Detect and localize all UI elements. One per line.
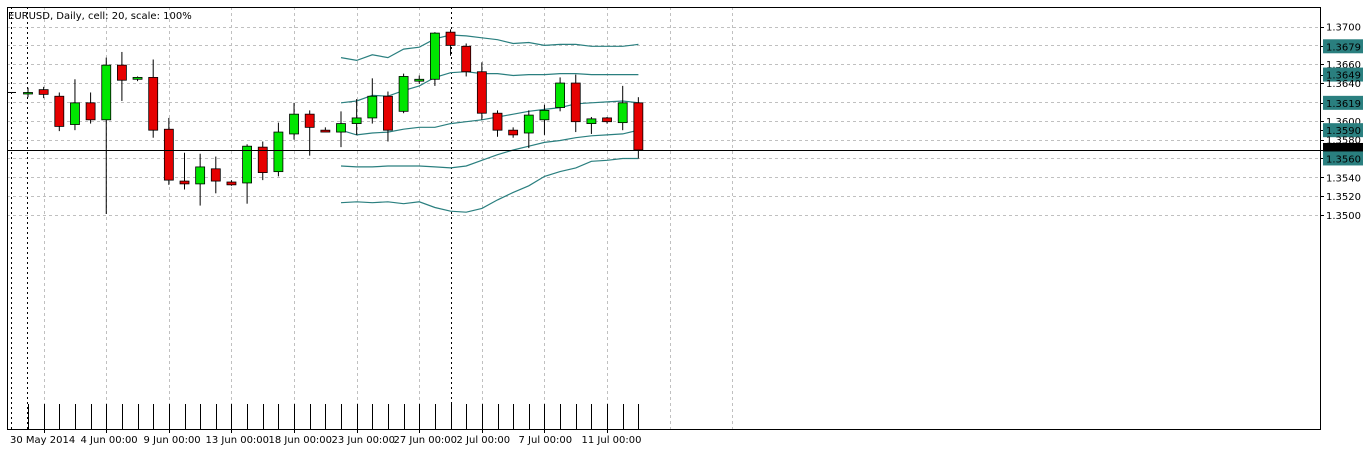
bear-candle-body — [179, 180, 190, 185]
bear-candle-body — [54, 95, 65, 127]
bull-candle-body — [617, 102, 628, 124]
bear-candle-body — [257, 146, 268, 173]
plot-border — [7, 7, 1321, 430]
bear-candle-body — [445, 31, 456, 46]
y-axis-label: 1.3600 — [1326, 117, 1361, 128]
band-price-tag — [1323, 67, 1363, 82]
bear-candle-body — [304, 113, 315, 128]
chart-title: EURUSD, Daily, cell: 20, scale: 100% — [8, 11, 192, 22]
bull-candle-body — [336, 123, 346, 133]
bear-candle-body — [383, 95, 393, 131]
y-axis-label: 1.3700 — [1326, 23, 1361, 34]
x-axis-label: 4 Jun 00:00 — [81, 435, 138, 446]
bull-candle-body — [242, 145, 253, 184]
band-line-upper-inner — [340, 71, 639, 104]
bear-candle-body — [85, 102, 96, 121]
bull-candle-body — [367, 95, 378, 119]
x-axis-label: 11 Jul 00:00 — [582, 435, 642, 446]
y-axis-label: 1.3640 — [1326, 79, 1361, 90]
bull-candle-body — [195, 166, 206, 185]
candlesticks — [7, 29, 1320, 215]
bear-candle-body — [148, 76, 159, 131]
y-axis-label: 1.3500 — [1326, 211, 1361, 222]
bear-candle-body — [602, 117, 612, 123]
bull-candle-body — [351, 117, 362, 124]
y-axis-label: 1.3590 — [1326, 126, 1361, 137]
bollinger-bands — [340, 34, 639, 213]
x-axis-label: 30 May 2014 — [10, 435, 75, 446]
band-price-tag — [1323, 151, 1363, 166]
bear-candle-body — [492, 112, 503, 131]
x-axis-label: 9 Jun 00:00 — [144, 435, 201, 446]
y-axis-label: 1.3649 — [1326, 71, 1361, 82]
bull-candle-body — [555, 82, 565, 108]
band-price-tag — [1323, 39, 1363, 54]
x-axis-label: 7 Jul 00:00 — [519, 435, 573, 446]
chart-frame — [7, 7, 1321, 430]
volume-ticks — [28, 404, 639, 429]
y-axis-label: 1.3580 — [1326, 136, 1361, 147]
bear-candle-body — [633, 102, 644, 151]
bull-candle-body — [523, 114, 534, 134]
band-price-tag — [1323, 95, 1363, 110]
y-axis-label: 1.3560 — [1326, 154, 1361, 165]
bear-candle-body — [226, 181, 237, 186]
bear-candle-body — [570, 82, 581, 123]
time-axis: 30 May 2014 4 Jun 00:00 9 Jun 00:00 13 Jun … — [10, 429, 641, 446]
grid-lines — [7, 7, 1320, 429]
bull-candle-body — [539, 109, 550, 121]
x-axis-label: 23 Jun 00:00 — [332, 435, 396, 446]
y-axis-label: 1.3520 — [1326, 192, 1361, 203]
bear-candle-body — [320, 129, 331, 133]
bull-candle-body — [398, 76, 409, 112]
bear-candle-body — [476, 71, 487, 114]
bull-candle-body — [101, 64, 112, 121]
y-axis-label: 1.3660 — [1326, 60, 1361, 71]
bull-candle-body — [23, 92, 33, 95]
band-price-tag — [1323, 123, 1363, 138]
bear-candle-body — [210, 168, 221, 182]
y-axis-label: 1.3679 — [1326, 42, 1361, 53]
bull-candle-body — [289, 113, 299, 135]
bull-candle-body — [70, 102, 80, 125]
bear-candle-body — [163, 128, 174, 181]
band-line-middle — [340, 100, 639, 136]
x-axis-label: 2 Jul 00:00 — [457, 435, 511, 446]
y-axis-label: 1.3540 — [1326, 173, 1361, 184]
bear-candle-body — [117, 64, 127, 81]
band-line-lower-outer — [340, 157, 639, 213]
bull-candle-body — [429, 32, 440, 80]
x-axis-label: 27 Jun 00:00 — [394, 435, 458, 446]
bull-candle-body — [132, 76, 143, 80]
band-line-upper-outer — [340, 34, 639, 62]
y-axis-label: 1.3619 — [1326, 99, 1361, 110]
bear-candle-body — [461, 45, 472, 73]
bull-candle-body — [586, 118, 597, 124]
bull-candle-body — [273, 131, 284, 173]
bear-candle-body — [508, 129, 519, 136]
band-line-lower-inner — [340, 129, 639, 169]
x-axis-label: 18 Jun 00:00 — [269, 435, 333, 446]
bear-candle-body — [38, 89, 49, 95]
x-axis-label: 13 Jun 00:00 — [206, 435, 270, 446]
bull-candle-body — [414, 78, 425, 82]
